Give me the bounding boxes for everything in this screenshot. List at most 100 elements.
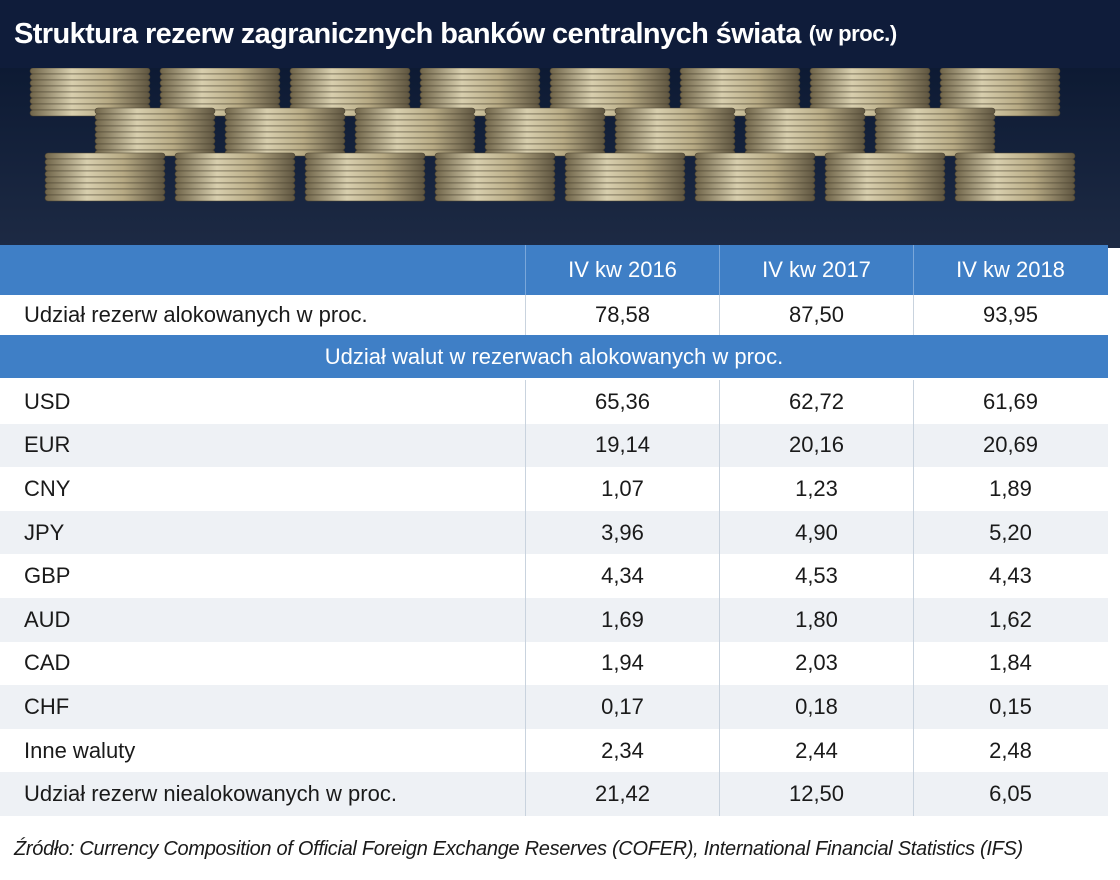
coin xyxy=(94,107,216,115)
coin xyxy=(694,182,816,190)
cell-value: 1,23 xyxy=(719,467,913,511)
coin xyxy=(694,176,816,184)
coin xyxy=(159,79,281,87)
coin xyxy=(484,131,606,139)
table-row: Udział rezerw niealokowanych w proc. 21,4… xyxy=(0,772,1108,816)
coin xyxy=(304,158,426,166)
coin xyxy=(744,113,866,121)
coin xyxy=(484,143,606,151)
coin xyxy=(939,91,1061,99)
coin xyxy=(354,143,476,151)
coin xyxy=(744,107,866,115)
coin xyxy=(289,91,411,99)
coin xyxy=(549,68,671,75)
cell-value: 4,90 xyxy=(719,510,913,555)
table-row: AUD 1,69 1,80 1,62 xyxy=(0,598,1108,642)
cell-value: 2,44 xyxy=(719,728,913,773)
coin xyxy=(224,113,346,121)
row-label: CAD xyxy=(24,650,71,676)
cell-value: 65,36 xyxy=(525,380,719,424)
coin xyxy=(94,125,216,133)
coin xyxy=(549,79,671,87)
coin xyxy=(174,170,296,178)
coin xyxy=(939,73,1061,81)
coin xyxy=(289,97,411,105)
coin xyxy=(304,152,426,160)
coin xyxy=(44,194,166,202)
coin xyxy=(224,119,346,127)
coin xyxy=(289,68,411,75)
row-label: CNY xyxy=(24,475,71,501)
column-header: IV kw 2018 xyxy=(913,245,1107,295)
cell-value: 1,94 xyxy=(525,641,719,686)
coin xyxy=(419,79,541,87)
coin xyxy=(824,158,946,166)
cell-value: 12,50 xyxy=(719,772,913,816)
cell-value: 21,42 xyxy=(525,772,719,816)
coin xyxy=(484,119,606,127)
table-row: CNY 1,07 1,23 1,89 xyxy=(0,467,1108,511)
coin xyxy=(419,91,541,99)
coin xyxy=(954,158,1076,166)
cell-value: 1,62 xyxy=(913,598,1107,642)
coin xyxy=(824,170,946,178)
table-row: Inne waluty 2,34 2,44 2,48 xyxy=(0,728,1108,773)
coin xyxy=(174,194,296,202)
table-row: USD 65,36 62,72 61,69 xyxy=(0,380,1108,424)
cell-value: 61,69 xyxy=(913,380,1107,424)
coin xyxy=(874,143,996,151)
coin xyxy=(159,91,281,99)
coin xyxy=(614,119,736,127)
table-row: CAD 1,94 2,03 1,84 xyxy=(0,641,1108,686)
coin xyxy=(354,137,476,145)
coin xyxy=(289,73,411,81)
coin xyxy=(174,182,296,190)
source-note: Źródło: Currency Composition of Official… xyxy=(14,838,1023,860)
cell-value: 20,16 xyxy=(719,423,913,468)
coin xyxy=(44,170,166,178)
cell-value: 1,89 xyxy=(913,467,1107,511)
cell-value: 3,96 xyxy=(525,510,719,555)
coin xyxy=(679,79,801,87)
coin xyxy=(809,97,931,105)
cell-value: 62,72 xyxy=(719,380,913,424)
coin xyxy=(174,188,296,196)
coin xyxy=(484,113,606,121)
coin xyxy=(289,85,411,93)
table-row: Udział walut w rezerwach alokowanych w p… xyxy=(0,335,1108,378)
coin xyxy=(564,152,686,160)
title-unit: (w proc.) xyxy=(808,21,897,46)
cell-value: 1,84 xyxy=(913,641,1107,686)
coin xyxy=(874,107,996,115)
coin xyxy=(564,182,686,190)
cell-value: 4,34 xyxy=(525,554,719,598)
coin xyxy=(174,152,296,160)
title-bar: Struktura rezerw zagranicznych banków ce… xyxy=(0,0,1120,68)
row-label: JPY xyxy=(24,519,65,545)
coin xyxy=(434,170,556,178)
table-row: CHF 0,17 0,18 0,15 xyxy=(0,685,1108,729)
coin xyxy=(159,85,281,93)
coin xyxy=(354,125,476,133)
coin xyxy=(94,131,216,139)
coin xyxy=(159,73,281,81)
coin xyxy=(289,79,411,87)
row-label: USD xyxy=(24,388,71,414)
coin xyxy=(809,79,931,87)
coin xyxy=(29,85,151,93)
coin xyxy=(224,137,346,145)
coin xyxy=(419,85,541,93)
coin xyxy=(159,97,281,105)
cell-value: 1,80 xyxy=(719,598,913,642)
coin xyxy=(44,158,166,166)
coin xyxy=(809,85,931,93)
section-header: Udział walut w rezerwach alokowanych w p… xyxy=(324,343,784,369)
coin xyxy=(174,158,296,166)
row-label: CHF xyxy=(24,693,70,719)
coin xyxy=(224,125,346,133)
cell-value: 0,17 xyxy=(525,685,719,729)
coin xyxy=(434,164,556,172)
coin xyxy=(354,107,476,115)
coin xyxy=(94,137,216,145)
